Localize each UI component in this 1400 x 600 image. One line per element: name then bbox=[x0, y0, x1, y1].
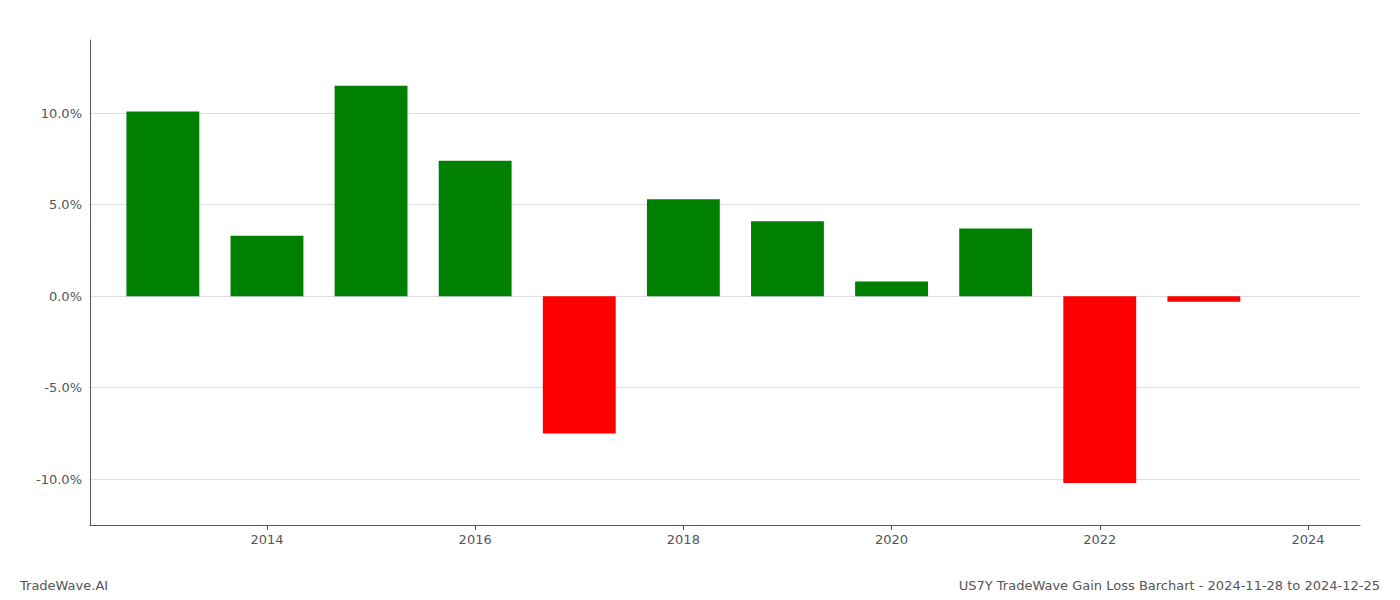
svg-text:-10.0%: -10.0% bbox=[36, 472, 82, 487]
svg-text:0.0%: 0.0% bbox=[49, 289, 82, 304]
svg-text:2016: 2016 bbox=[459, 532, 492, 547]
svg-text:2014: 2014 bbox=[250, 532, 283, 547]
svg-text:2020: 2020 bbox=[875, 532, 908, 547]
svg-text:2024: 2024 bbox=[1291, 532, 1324, 547]
svg-text:10.0%: 10.0% bbox=[41, 106, 82, 121]
svg-text:US7Y TradeWave Gain Loss Barch: US7Y TradeWave Gain Loss Barchart - 2024… bbox=[959, 578, 1380, 593]
svg-text:2022: 2022 bbox=[1083, 532, 1116, 547]
svg-text:2018: 2018 bbox=[667, 532, 700, 547]
svg-text:-5.0%: -5.0% bbox=[44, 380, 82, 395]
svg-text:5.0%: 5.0% bbox=[49, 197, 82, 212]
svg-text:TradeWave.AI: TradeWave.AI bbox=[19, 578, 108, 593]
